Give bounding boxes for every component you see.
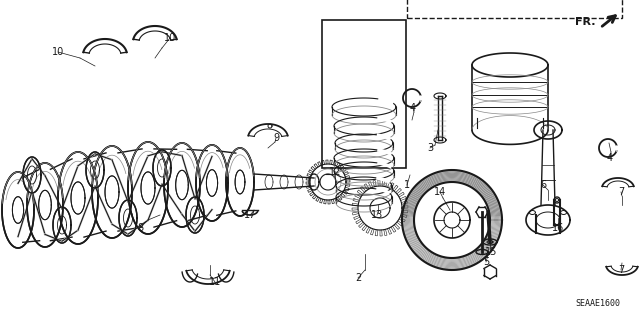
Text: 11: 11 bbox=[209, 277, 221, 287]
Text: 9: 9 bbox=[273, 133, 279, 143]
Text: 16: 16 bbox=[552, 223, 564, 233]
Text: 7: 7 bbox=[618, 265, 624, 275]
Text: 4: 4 bbox=[410, 103, 416, 113]
Text: 4: 4 bbox=[607, 153, 613, 163]
Text: 10: 10 bbox=[164, 33, 176, 43]
Text: 3: 3 bbox=[427, 143, 433, 153]
Text: 12: 12 bbox=[329, 167, 341, 177]
Bar bbox=[407, 0, 622, 18]
Text: 2: 2 bbox=[355, 273, 361, 283]
Text: 15: 15 bbox=[485, 247, 497, 257]
Text: FR.: FR. bbox=[575, 17, 595, 27]
Text: 13: 13 bbox=[371, 210, 383, 220]
Bar bbox=[322, 20, 406, 168]
Text: 5: 5 bbox=[483, 257, 489, 267]
Text: 7: 7 bbox=[618, 187, 624, 197]
Text: 6: 6 bbox=[540, 180, 546, 190]
Text: 17: 17 bbox=[244, 210, 256, 220]
Text: 1: 1 bbox=[404, 180, 410, 190]
Text: 14: 14 bbox=[434, 187, 446, 197]
Text: 10: 10 bbox=[52, 47, 64, 57]
Text: SEAAE1600: SEAAE1600 bbox=[575, 299, 620, 308]
Text: 8: 8 bbox=[137, 223, 143, 233]
